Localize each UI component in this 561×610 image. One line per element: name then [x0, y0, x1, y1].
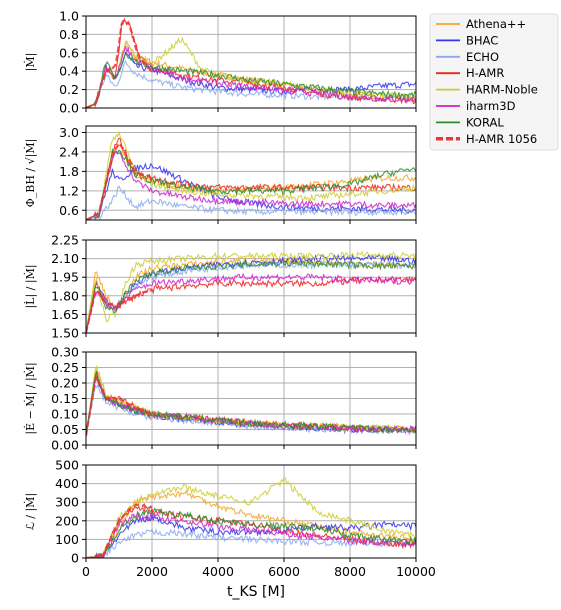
- series-line-h-amr-1056: [86, 288, 153, 333]
- legend-label: iharm3D: [466, 99, 516, 113]
- legend-label: Athena++: [466, 17, 526, 31]
- y-tick-label: 0.2: [59, 82, 79, 97]
- series-line-h-amr-1056: [86, 142, 153, 220]
- y-tick-label: 100: [55, 532, 79, 547]
- y-tick-label: 2.4: [59, 144, 79, 159]
- y-tick-label: 0.30: [51, 345, 79, 360]
- panels: 0.0 0.2 0.4 0.6 0.8 1.0 |Ṁ| 0.6 1.2 1.8 2.4 3.0 Φ_BH…: [23, 9, 436, 580]
- y-tick-label: 1.8: [59, 164, 79, 179]
- x-tick-label: 6000: [268, 564, 300, 579]
- x-tick-label: 0: [82, 564, 90, 579]
- y-tick-label: 0.10: [51, 407, 79, 422]
- x-tick-label: 4000: [202, 564, 234, 579]
- y-tick-label: 400: [55, 476, 79, 491]
- series-line-koral: [86, 370, 416, 436]
- series-line-harm-noble: [86, 250, 416, 333]
- x-tick-label: 10000: [396, 564, 436, 579]
- y-tick-label: 0.8: [59, 27, 79, 42]
- series-line-koral: [86, 507, 416, 558]
- series-line-koral: [86, 147, 416, 220]
- y-tick-label: 2.10: [51, 251, 79, 266]
- series-line-koral: [86, 51, 416, 108]
- series-line-iharm3d: [86, 151, 416, 220]
- series-group: [86, 250, 416, 333]
- series-line-koral: [86, 258, 416, 333]
- y-tick-label: 0.6: [59, 45, 79, 60]
- series-line-harm-noble: [86, 36, 416, 108]
- series-line-iharm3d: [86, 272, 416, 333]
- series-line-echo: [86, 185, 416, 220]
- x-tick-label: 2000: [136, 564, 168, 579]
- panel-3: 1.50 1.65 1.80 1.95 2.10 2.25 |L̇| / |Ṁ|: [23, 233, 417, 341]
- y-tick-label: 1.80: [51, 288, 79, 303]
- series-group: [86, 17, 416, 108]
- x-axis-label: t_KS [M]: [227, 584, 285, 600]
- y-tick-label: 1.0: [59, 9, 79, 24]
- series-line-bhac: [86, 162, 416, 220]
- series-group: [86, 130, 416, 220]
- y-tick-label: 1.50: [51, 326, 79, 341]
- legend-label: H-AMR 1056: [466, 132, 537, 146]
- series-line-echo: [86, 259, 416, 333]
- y-tick-label: 0: [71, 551, 79, 566]
- series-group: [86, 364, 416, 436]
- y-tick-label: 3.0: [59, 125, 79, 140]
- panel-5: 0 100 200 300 400 500 0 2000 4000 6000 8000 10000 ℒ …: [23, 458, 436, 580]
- y-tick-label: 0.25: [51, 360, 79, 375]
- y-axis-label: |Ė − Ṁ| / |Ṁ|: [23, 362, 38, 434]
- y-tick-label: 0.6: [59, 203, 79, 218]
- series-line-echo: [86, 528, 416, 558]
- x-tick-label: 8000: [334, 564, 366, 579]
- legend-label: KORAL: [466, 115, 504, 129]
- y-axis-label: ℒ / |Ṁ|: [23, 493, 38, 530]
- y-tick-label: 0.20: [51, 376, 79, 391]
- legend-label: H-AMR: [466, 66, 504, 80]
- series-line-harm-noble: [86, 477, 416, 558]
- series-line-iharm3d: [86, 510, 416, 558]
- axes-frame: [85, 464, 417, 559]
- axes-frame: [85, 239, 417, 334]
- y-tick-label: 0.4: [59, 64, 79, 79]
- legend-label: BHAC: [466, 33, 498, 47]
- series-line-h-amr-1056: [86, 503, 153, 558]
- y-tick-label: 2.25: [51, 233, 79, 248]
- y-tick-label: 1.65: [51, 307, 79, 322]
- y-tick-label: 0.15: [51, 391, 79, 406]
- legend-box: [429, 13, 559, 151]
- y-tick-label: 0.0: [59, 101, 79, 116]
- series-line-h-amr: [86, 274, 416, 333]
- panel-1: 0.0 0.2 0.4 0.6 0.8 1.0 |Ṁ|: [23, 9, 417, 116]
- y-tick-label: 1.95: [51, 270, 79, 285]
- legend-label: ECHO: [466, 50, 499, 64]
- series-line-h-amr: [86, 137, 416, 220]
- y-tick-label: 0.05: [51, 422, 79, 437]
- y-axis-label: Φ_BH / √|Ṁ|: [23, 139, 38, 208]
- axes-frame: [85, 15, 417, 109]
- y-tick-label: 500: [55, 458, 79, 473]
- axes-frame: [85, 125, 417, 221]
- y-tick-label: 1.2: [59, 183, 79, 198]
- panel-2: 0.6 1.2 1.8 2.4 3.0 Φ_BH / √|Ṁ|: [23, 125, 417, 224]
- series-line-h-amr-1056: [86, 19, 153, 108]
- legend-label: HARM-Noble: [466, 83, 538, 97]
- y-axis-label: |L̇| / |Ṁ|: [23, 264, 38, 308]
- y-tick-label: 0.00: [51, 438, 79, 453]
- series-line-iharm3d: [86, 45, 416, 108]
- legend: Athena++ BHAC ECHO H-AMR HARM-Noble iharm3D KO…: [429, 13, 559, 151]
- y-tick-label: 300: [55, 495, 79, 510]
- y-tick-label: 200: [55, 513, 79, 528]
- y-axis-label: |Ṁ|: [23, 53, 38, 72]
- panel-4: 0.000.050.100.150.200.250.30 |Ė − Ṁ| / |Ṁ…: [23, 345, 417, 453]
- series-line-h-amr-1056: [86, 374, 153, 436]
- series-group: [86, 477, 416, 558]
